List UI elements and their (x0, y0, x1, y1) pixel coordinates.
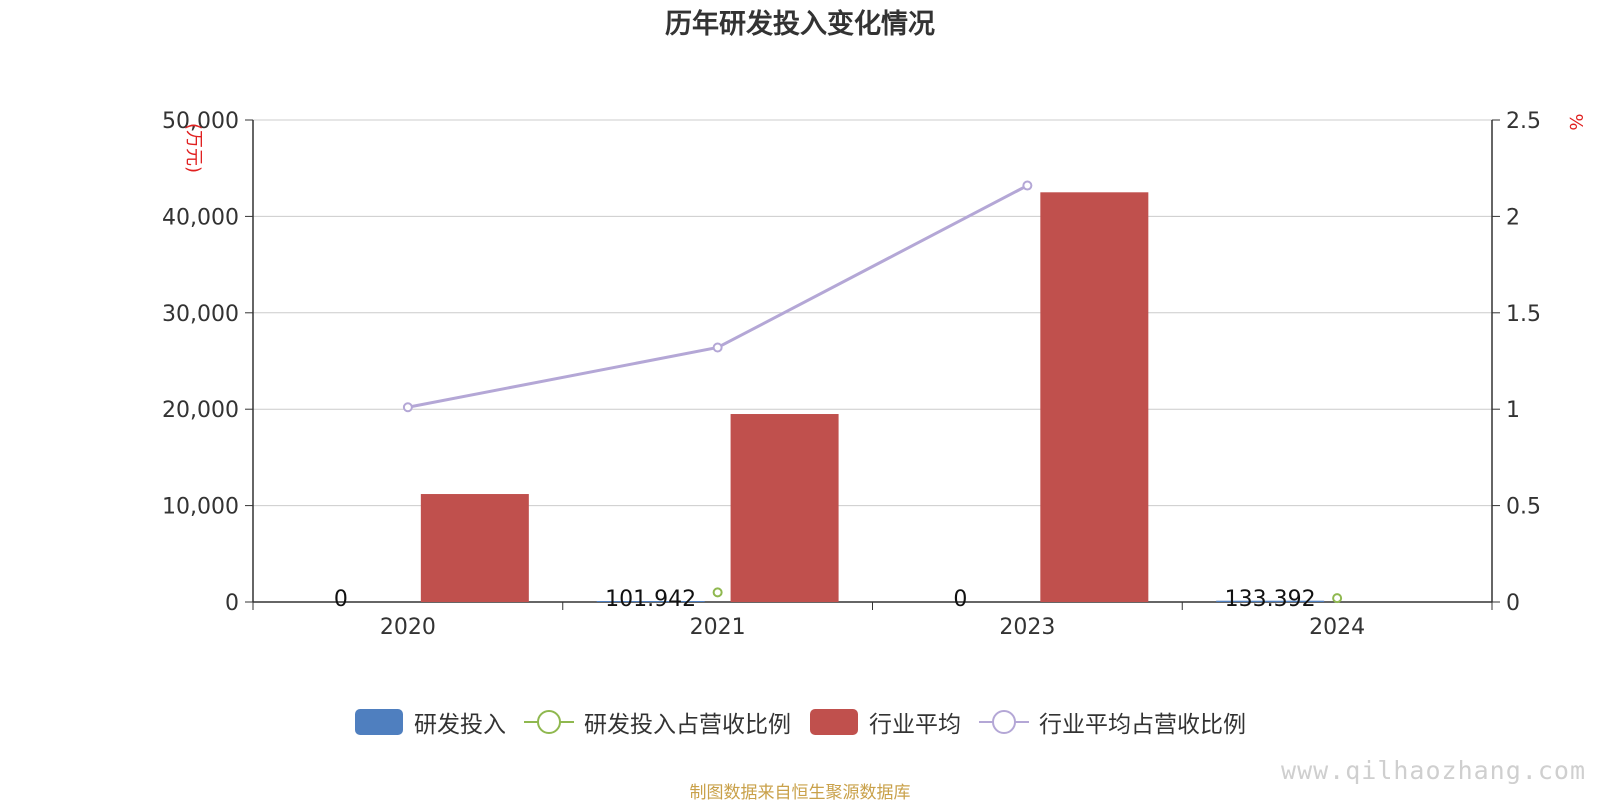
bar-industry-average (1040, 192, 1149, 603)
y-right-tick-label: 2 (1506, 205, 1520, 230)
bar-industry-average (420, 494, 529, 602)
legend-swatch-bar-red (810, 709, 858, 735)
chart-title: 历年研发投入变化情况 (665, 9, 935, 40)
legend-swatch-line-green (524, 710, 574, 734)
point-rd-ratio (712, 587, 723, 598)
watermark-text: www.qilhaozhang.com (1281, 756, 1586, 785)
x-tick-label: 2021 (690, 615, 746, 640)
legend-item-industry-ratio[interactable]: 行业平均占营收比例 (979, 705, 1246, 739)
point-industry-ratio (402, 402, 413, 413)
y-left-tick-label: 10,000 (162, 495, 239, 520)
chart-legend: 研发投入 研发投入占营收比例 行业平均 行业平均占营收比例 (0, 704, 1600, 740)
y-left-tick-label: 50,000 (162, 109, 239, 134)
point-industry-ratio (1022, 180, 1033, 191)
y-right-tick-label: 0.5 (1506, 495, 1541, 520)
legend-item-industry-average[interactable]: 行业平均 (809, 705, 961, 739)
legend-label: 研发投入 (414, 712, 506, 738)
x-tick-label: 2023 (999, 615, 1055, 640)
y-left-tick-label: 0 (225, 591, 239, 616)
legend-label: 研发投入占营收比例 (584, 712, 791, 738)
legend-item-rd-ratio[interactable]: 研发投入占营收比例 (524, 705, 791, 739)
point-industry-ratio (712, 342, 723, 353)
legend-swatch-bar-blue (355, 709, 403, 735)
y-left-unit-label: (万元) (183, 123, 204, 173)
y-right-unit-label: % (1565, 113, 1586, 130)
bar-data-label: 0 (334, 587, 348, 612)
bar-data-label: 101.942 (605, 587, 696, 612)
chart-plot: 0 0 10,000 0.5 20,000 1 30,000 1.5 40,000 2 50,000… (162, 109, 1586, 640)
y-right-tick-label: 1 (1506, 398, 1520, 423)
legend-swatch-line-purple (979, 710, 1029, 734)
y-right-tick-label: 2.5 (1506, 109, 1541, 134)
line-industry-ratio (407, 184, 1029, 409)
data-source-note: 制图数据来自恒生聚源数据库 (689, 783, 911, 803)
bar-data-label: 0 (953, 587, 967, 612)
y-right-tick-label: 0 (1506, 591, 1520, 616)
point-rd-ratio (1332, 593, 1343, 604)
y-right-tick-label: 1.5 (1506, 302, 1541, 327)
bar-rd-investment (1216, 600, 1325, 602)
bar-industry-average (730, 414, 839, 602)
bar-rd-investment (596, 601, 705, 602)
x-tick-label: 2024 (1309, 615, 1365, 640)
y-left-tick-label: 40,000 (162, 205, 239, 230)
y-left-tick-label: 20,000 (162, 398, 239, 423)
bar-data-label: 133.392 (1225, 587, 1316, 612)
y-left-tick-label: 30,000 (162, 302, 239, 327)
x-tick-label: 2020 (380, 615, 436, 640)
legend-item-rd-investment[interactable]: 研发投入 (354, 705, 506, 739)
legend-label: 行业平均 (869, 712, 961, 738)
legend-label: 行业平均占营收比例 (1039, 712, 1246, 738)
